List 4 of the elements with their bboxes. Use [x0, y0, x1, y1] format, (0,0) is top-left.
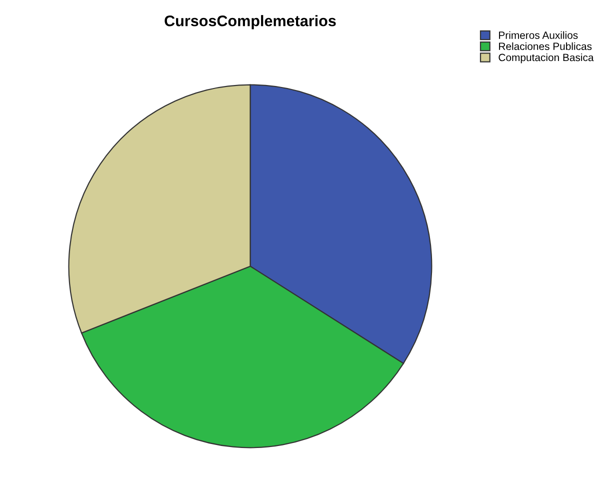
legend-label: Primeros Auxilios — [499, 31, 578, 39]
chart-title: CursosComplemetarios — [164, 15, 336, 30]
legend-label: Relaciones Publicas — [499, 42, 592, 50]
legend-label: Computacion Basica — [498, 54, 594, 64]
